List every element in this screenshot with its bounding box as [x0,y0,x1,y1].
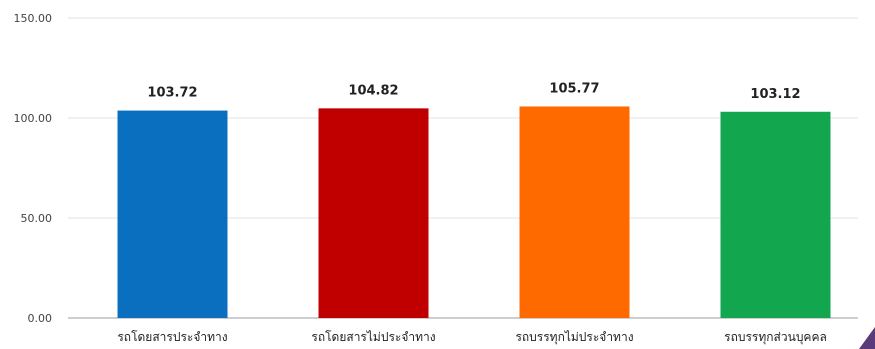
bars [117,106,831,319]
bar [318,108,429,318]
value-labels: 103.72 104.82 105.77 103.12 [147,81,800,101]
category-labels: รถโดยสารประจำทาง รถโดยสารไม่ประจำทาง รถบรร… [117,330,826,345]
y-tick-label: 50.00 [21,212,53,225]
category-label: รถบรรทุกไม่ประจำทาง [515,330,633,345]
bar [519,106,630,319]
data-label: 103.12 [750,87,800,102]
y-tick-label: 0.00 [28,312,53,325]
corner-accent [859,327,875,349]
bar [720,111,831,318]
category-label: รถโดยสารประจำทาง [117,330,227,344]
y-axis-ticks: 0.00 50.00 100.00 150.00 [14,12,53,325]
category-label: รถบรรทุกส่วนบุคคล [724,330,827,345]
bar [117,110,228,318]
category-label: รถโดยสารไม่ประจำทาง [311,330,435,344]
data-label: 105.77 [549,81,599,96]
y-tick-label: 100.00 [14,112,53,125]
data-label: 104.82 [348,83,398,98]
data-label: 103.72 [147,86,197,101]
y-tick-label: 150.00 [14,12,53,25]
